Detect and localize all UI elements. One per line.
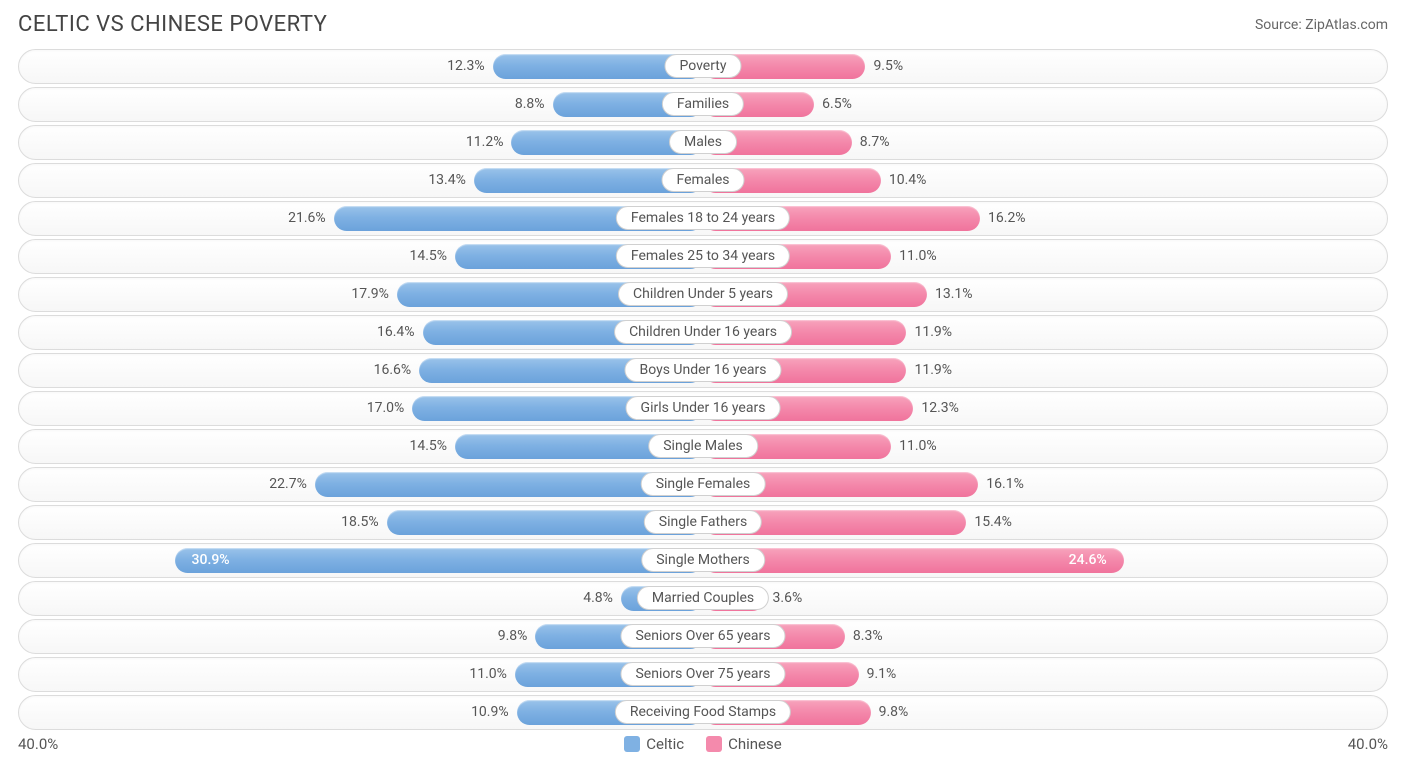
value-label-right: 11.9% xyxy=(914,362,952,378)
category-pill: Females 18 to 24 years xyxy=(616,206,790,230)
category-pill: Females xyxy=(662,168,745,192)
bar-row: 16.6% 11.9% Boys Under 16 years xyxy=(18,353,1388,388)
category-pill: Single Mothers xyxy=(641,548,765,572)
bar-row: 11.2% 8.7% Males xyxy=(18,125,1388,160)
value-label-right: 11.0% xyxy=(899,438,937,454)
chart-title: CELTIC VS CHINESE POVERTY xyxy=(18,12,327,37)
bar-row: 12.3% 9.5% Poverty xyxy=(18,49,1388,84)
bar-row: 16.4% 11.9% Children Under 16 years xyxy=(18,315,1388,350)
value-label-left: 14.5% xyxy=(410,248,448,264)
bar-row: 4.8% 3.6%Married Couples xyxy=(18,581,1388,616)
value-label-right: 10.4% xyxy=(889,172,927,188)
axis-right-max: 40.0% xyxy=(1348,735,1388,753)
value-label-left: 16.6% xyxy=(374,362,412,378)
value-label-right: 8.3% xyxy=(853,628,883,644)
category-pill: Poverty xyxy=(664,54,741,78)
category-pill: Boys Under 16 years xyxy=(624,358,781,382)
bar-right xyxy=(703,548,1124,573)
category-pill: Girls Under 16 years xyxy=(626,396,781,420)
value-label-left: 17.0% xyxy=(367,400,405,416)
chart-area: 12.3% 9.5% Poverty 8.8% 6.5% Families 11.2% 8.7… xyxy=(0,45,1406,730)
value-label-left: 17.9% xyxy=(351,286,389,302)
value-label-right: 16.2% xyxy=(988,210,1026,226)
category-pill: Seniors Over 75 years xyxy=(620,662,785,686)
category-pill: Males xyxy=(669,130,737,154)
value-label-left: 11.0% xyxy=(469,666,507,682)
value-label-left: 11.2% xyxy=(466,134,504,150)
value-label-right: 8.7% xyxy=(860,134,890,150)
value-label-left: 4.8% xyxy=(583,590,613,606)
value-label-left: 8.8% xyxy=(515,96,545,112)
value-label-left: 14.5% xyxy=(410,438,448,454)
category-pill: Children Under 5 years xyxy=(618,282,788,306)
bar-row: 11.0% 9.1% Seniors Over 75 years xyxy=(18,657,1388,692)
value-label-right: 6.5% xyxy=(822,96,852,112)
bar-row: 22.7% 16.1% Single Females xyxy=(18,467,1388,502)
header: CELTIC VS CHINESE POVERTY Source: ZipAtl… xyxy=(0,0,1406,45)
value-label-left: 13.4% xyxy=(428,172,466,188)
value-label-left: 18.5% xyxy=(341,514,379,530)
value-label-right: 9.5% xyxy=(873,58,903,74)
value-label-right: 9.8% xyxy=(879,704,909,720)
category-pill: Seniors Over 65 years xyxy=(620,624,785,648)
bar-row: 17.0% 12.3% Girls Under 16 years xyxy=(18,391,1388,426)
value-label-right: 16.1% xyxy=(986,476,1024,492)
value-label-right: 13.1% xyxy=(935,286,973,302)
bar-row: 10.9% 9.8% Receiving Food Stamps xyxy=(18,695,1388,730)
category-pill: Families xyxy=(662,92,744,116)
legend-swatch-right xyxy=(706,736,722,752)
value-label-left: 10.9% xyxy=(471,704,509,720)
value-label-left: 16.4% xyxy=(377,324,415,340)
category-pill: Single Males xyxy=(648,434,758,458)
bar-row: 21.6% 16.2% Females 18 to 24 years xyxy=(18,201,1388,236)
legend-label-left: Celtic xyxy=(646,735,684,753)
bar-row: 14.5% 11.0% Single Males xyxy=(18,429,1388,464)
bar-row: 14.5% 11.0% Females 25 to 34 years xyxy=(18,239,1388,274)
value-label-right: 11.0% xyxy=(899,248,937,264)
legend-item-right: Chinese xyxy=(706,735,782,753)
bar-row: 8.8% 6.5% Families xyxy=(18,87,1388,122)
value-label-left: 12.3% xyxy=(447,58,485,74)
category-pill: Single Females xyxy=(641,472,766,496)
legend: Celtic Chinese xyxy=(624,735,781,753)
source-label: Source: ZipAtlas.com xyxy=(1255,17,1388,33)
legend-item-left: Celtic xyxy=(624,735,684,753)
value-label-right: 24.6% xyxy=(1069,552,1107,568)
category-pill: Females 25 to 34 years xyxy=(616,244,790,268)
category-pill: Single Fathers xyxy=(644,510,762,534)
bar-row: 30.9% 24.6% Single Mothers xyxy=(18,543,1388,578)
axis-left-max: 40.0% xyxy=(18,735,58,753)
legend-swatch-left xyxy=(624,736,640,752)
bar-row: 18.5% 15.4% Single Fathers xyxy=(18,505,1388,540)
value-label-right: 11.9% xyxy=(914,324,952,340)
value-label-right: 12.3% xyxy=(921,400,959,416)
footer: 40.0% Celtic Chinese 40.0% xyxy=(0,733,1406,753)
value-label-left: 21.6% xyxy=(288,210,326,226)
bar-left xyxy=(175,548,703,573)
category-pill: Receiving Food Stamps xyxy=(615,700,791,724)
legend-label-right: Chinese xyxy=(728,735,782,753)
category-pill: Children Under 16 years xyxy=(614,320,792,344)
value-label-right: 3.6% xyxy=(773,590,803,606)
value-label-left: 30.9% xyxy=(192,552,230,568)
bar-row: 17.9% 13.1% Children Under 5 years xyxy=(18,277,1388,312)
category-pill: Married Couples xyxy=(637,586,769,610)
bar-row: 13.4% 10.4% Females xyxy=(18,163,1388,198)
value-label-right: 15.4% xyxy=(974,514,1012,530)
bar-row: 9.8% 8.3% Seniors Over 65 years xyxy=(18,619,1388,654)
value-label-right: 9.1% xyxy=(867,666,897,682)
value-label-left: 22.7% xyxy=(269,476,307,492)
value-label-left: 9.8% xyxy=(498,628,528,644)
